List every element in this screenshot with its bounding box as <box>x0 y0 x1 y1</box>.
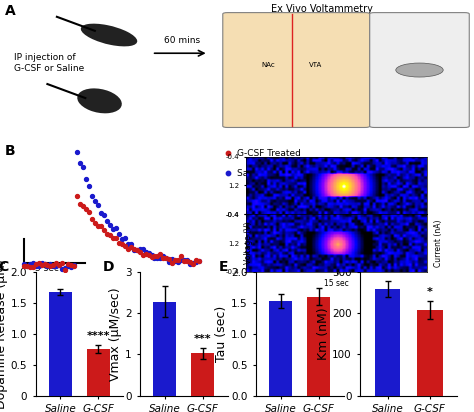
Text: *: * <box>427 288 433 297</box>
Text: G-CSF Treated: G-CSF Treated <box>237 149 301 158</box>
Text: Current (nA): Current (nA) <box>434 219 443 267</box>
Bar <box>191 353 214 396</box>
Text: C: C <box>0 260 9 274</box>
Bar <box>269 301 292 396</box>
Text: VTA: VTA <box>309 62 322 68</box>
Text: Saline Treated: Saline Treated <box>237 169 301 178</box>
Text: 5 sec: 5 sec <box>36 264 59 273</box>
Text: Ex Vivo Voltammetry: Ex Vivo Voltammetry <box>272 4 373 14</box>
Text: A: A <box>5 4 16 18</box>
Point <box>449 150 456 157</box>
Ellipse shape <box>81 23 137 47</box>
Text: Voltage (V): Voltage (V) <box>244 222 253 265</box>
Ellipse shape <box>77 89 122 113</box>
FancyBboxPatch shape <box>370 13 469 127</box>
Y-axis label: Vmax (μM/sec): Vmax (μM/sec) <box>109 287 122 381</box>
Bar <box>87 349 110 396</box>
Text: NAc: NAc <box>261 62 275 68</box>
Text: B: B <box>5 144 15 158</box>
Text: E: E <box>219 260 228 274</box>
Bar <box>49 292 72 396</box>
Y-axis label: Tau (sec): Tau (sec) <box>215 306 228 362</box>
Text: IP injection of
G-CSF or Saline: IP injection of G-CSF or Saline <box>14 53 84 73</box>
Text: ***: *** <box>194 335 211 344</box>
Circle shape <box>396 63 443 77</box>
Text: 60 mins: 60 mins <box>164 36 200 45</box>
Text: D: D <box>103 260 115 274</box>
Bar <box>153 302 176 396</box>
Bar <box>375 289 401 396</box>
Y-axis label: Dopamine Release (μM): Dopamine Release (μM) <box>0 259 8 409</box>
Point <box>449 135 456 141</box>
Bar <box>417 310 443 396</box>
Y-axis label: Km (nM): Km (nM) <box>317 307 329 360</box>
Text: F: F <box>319 260 329 274</box>
FancyBboxPatch shape <box>223 13 370 127</box>
Text: ****: **** <box>87 331 110 341</box>
Bar <box>308 297 330 396</box>
